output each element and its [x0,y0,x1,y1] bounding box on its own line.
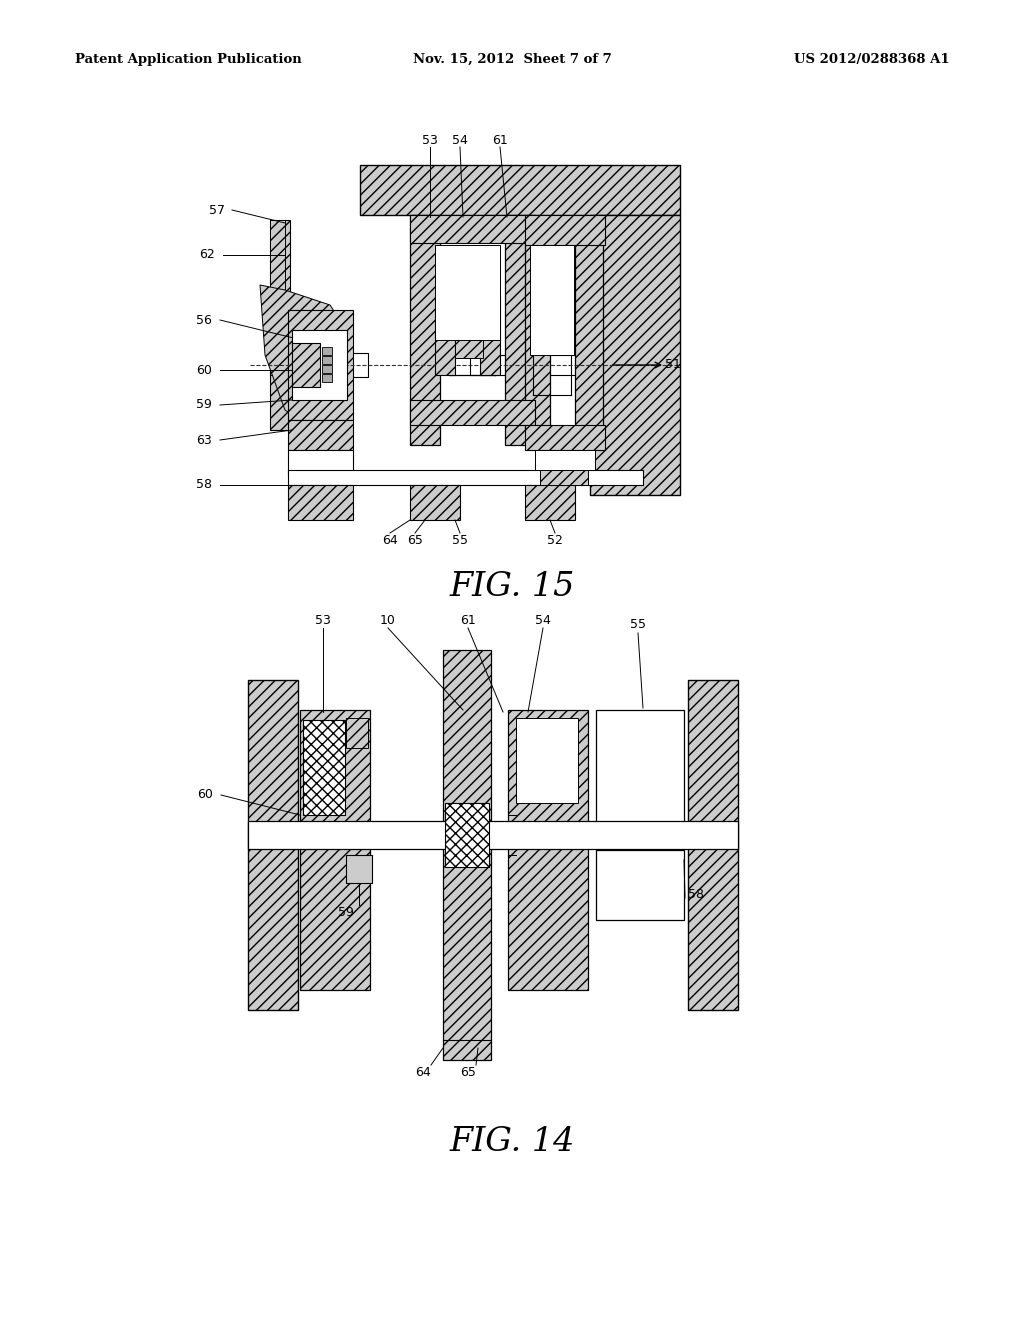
Text: 64: 64 [382,533,398,546]
Bar [322,356,332,364]
Text: 65: 65 [460,1065,476,1078]
Bar [292,330,347,400]
Bar [322,366,332,374]
Text: Patent Application Publication: Patent Application Publication [75,53,302,66]
Bar [540,470,588,484]
Bar [525,243,550,428]
Bar [322,347,332,355]
Bar [288,450,353,475]
Bar [410,215,535,243]
Bar [270,220,285,375]
Bar [535,450,595,470]
Bar [410,400,535,425]
Polygon shape [260,285,355,420]
Text: FIG. 15: FIG. 15 [450,572,574,603]
Bar [248,821,738,849]
Bar [596,850,684,920]
Text: Nov. 15, 2012  Sheet 7 of 7: Nov. 15, 2012 Sheet 7 of 7 [413,53,611,66]
Text: 53: 53 [315,614,331,627]
Bar [292,343,319,387]
Bar [410,484,460,520]
Bar [346,855,372,883]
Text: 61: 61 [460,614,476,627]
Text: 52: 52 [547,533,563,546]
Bar [288,352,368,378]
Text: 54: 54 [452,133,468,147]
Text: 63: 63 [197,433,212,446]
Bar [525,484,575,520]
Text: FIG. 14: FIG. 14 [450,1126,574,1158]
Bar [288,470,643,484]
Bar [516,718,578,803]
Text: 64: 64 [415,1065,431,1078]
Text: 55: 55 [630,619,646,631]
Text: 62: 62 [200,248,215,261]
Text: 60: 60 [197,363,212,376]
Bar [688,680,738,1010]
Text: 54: 54 [536,614,551,627]
Text: 57: 57 [209,203,225,216]
Bar [248,680,298,1010]
Bar [505,215,535,445]
Bar [303,719,345,814]
Bar [445,803,489,867]
Text: 55: 55 [452,533,468,546]
Text: 65: 65 [408,533,423,546]
Text: 58: 58 [196,479,212,491]
Text: 59: 59 [197,399,212,412]
Bar [288,420,353,450]
Bar [455,341,483,358]
Bar [525,425,605,450]
Bar [575,243,603,433]
Bar [288,484,353,520]
Bar [288,310,353,420]
Bar [530,246,574,355]
Bar [360,165,680,215]
Text: 10: 10 [380,614,396,627]
Bar [435,246,500,341]
Text: 58: 58 [688,888,705,902]
Text: 59: 59 [338,907,354,920]
Bar [525,215,605,246]
Text: 56: 56 [197,314,212,326]
Text: US 2012/0288368 A1: US 2012/0288368 A1 [795,53,950,66]
Bar [435,294,455,375]
Text: 61: 61 [493,133,508,147]
Bar [322,374,332,381]
Bar [410,215,440,445]
Bar [470,355,590,375]
Bar [443,649,490,1060]
Text: 53: 53 [422,133,438,147]
Bar [270,220,290,430]
Bar [508,710,588,990]
Bar [590,215,680,495]
Bar [480,294,500,375]
Bar [596,710,684,825]
Bar [346,718,368,748]
Bar [300,710,370,990]
Text: 60: 60 [198,788,213,801]
Text: 51: 51 [665,359,681,371]
